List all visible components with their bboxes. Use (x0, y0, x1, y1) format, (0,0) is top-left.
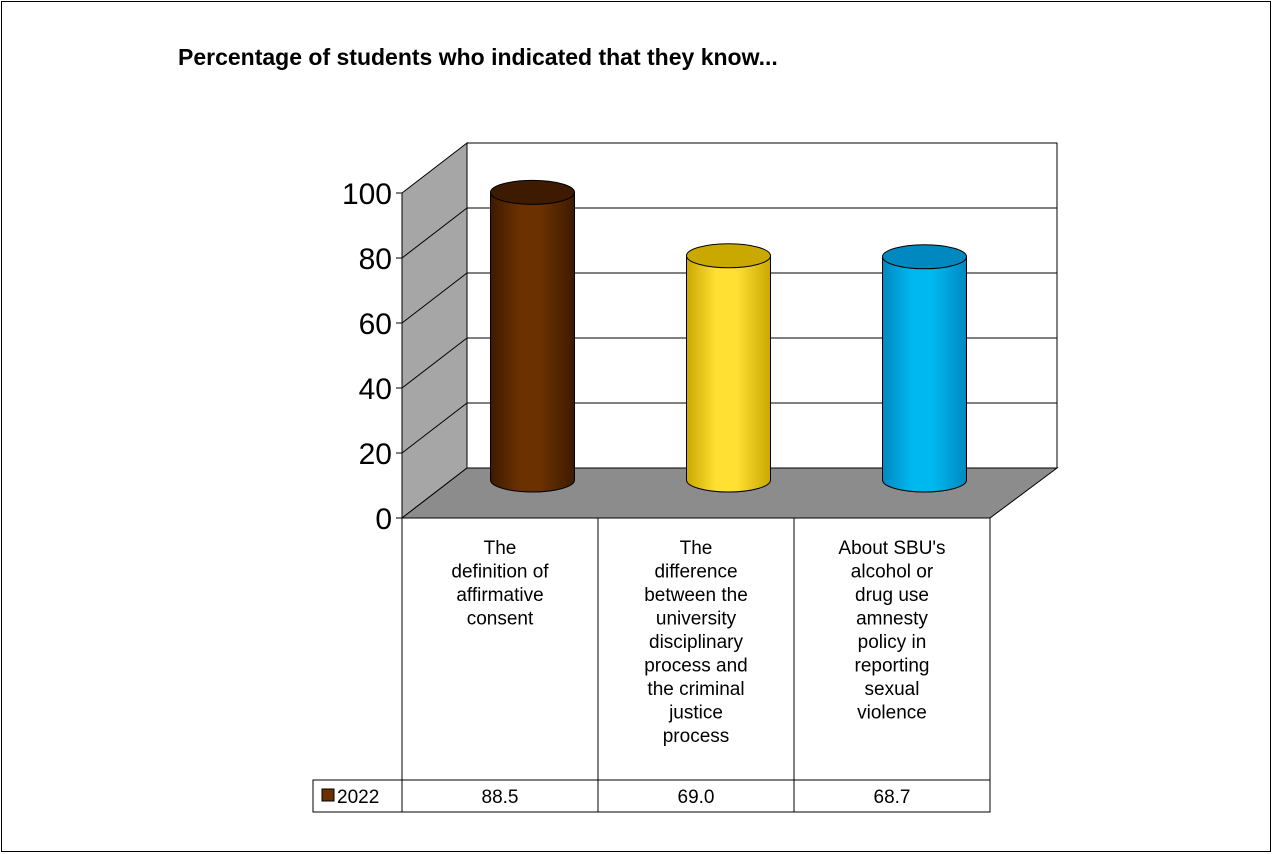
category-label: The definition of affirmative consent (451, 538, 549, 630)
bar-top (490, 179, 575, 205)
legend-swatch (321, 788, 335, 802)
y-tick-label: 0 (375, 503, 392, 536)
y-tick-label: 40 (359, 373, 392, 406)
data-label: 88.5 (482, 787, 519, 808)
data-label: 68.7 (874, 787, 911, 808)
category-label: About SBU's alcohol or drug use amnesty poli… (838, 538, 945, 724)
chart-title: Percentage of students who indicated tha… (178, 44, 778, 70)
data-label: 69.0 (678, 787, 715, 808)
y-tick-label: 20 (359, 438, 392, 471)
gridline-side (401, 402, 468, 454)
gridline-side (401, 207, 468, 259)
category-label: The difference between the university discip… (644, 538, 748, 747)
data-table-row (312, 779, 991, 813)
bar-top (882, 244, 967, 270)
bar-cylinder (490, 191, 575, 493)
gridline-side (401, 272, 468, 324)
bar-cylinder (686, 255, 771, 493)
y-tick-label: 100 (342, 178, 392, 211)
bar-cylinder (882, 256, 967, 493)
y-tick-label: 60 (359, 308, 392, 341)
bar-top (686, 243, 771, 269)
legend-series-name: 2022 (337, 787, 379, 808)
y-tick-label: 80 (359, 243, 392, 276)
side-wall (401, 141, 468, 520)
gridline-side (401, 337, 468, 389)
